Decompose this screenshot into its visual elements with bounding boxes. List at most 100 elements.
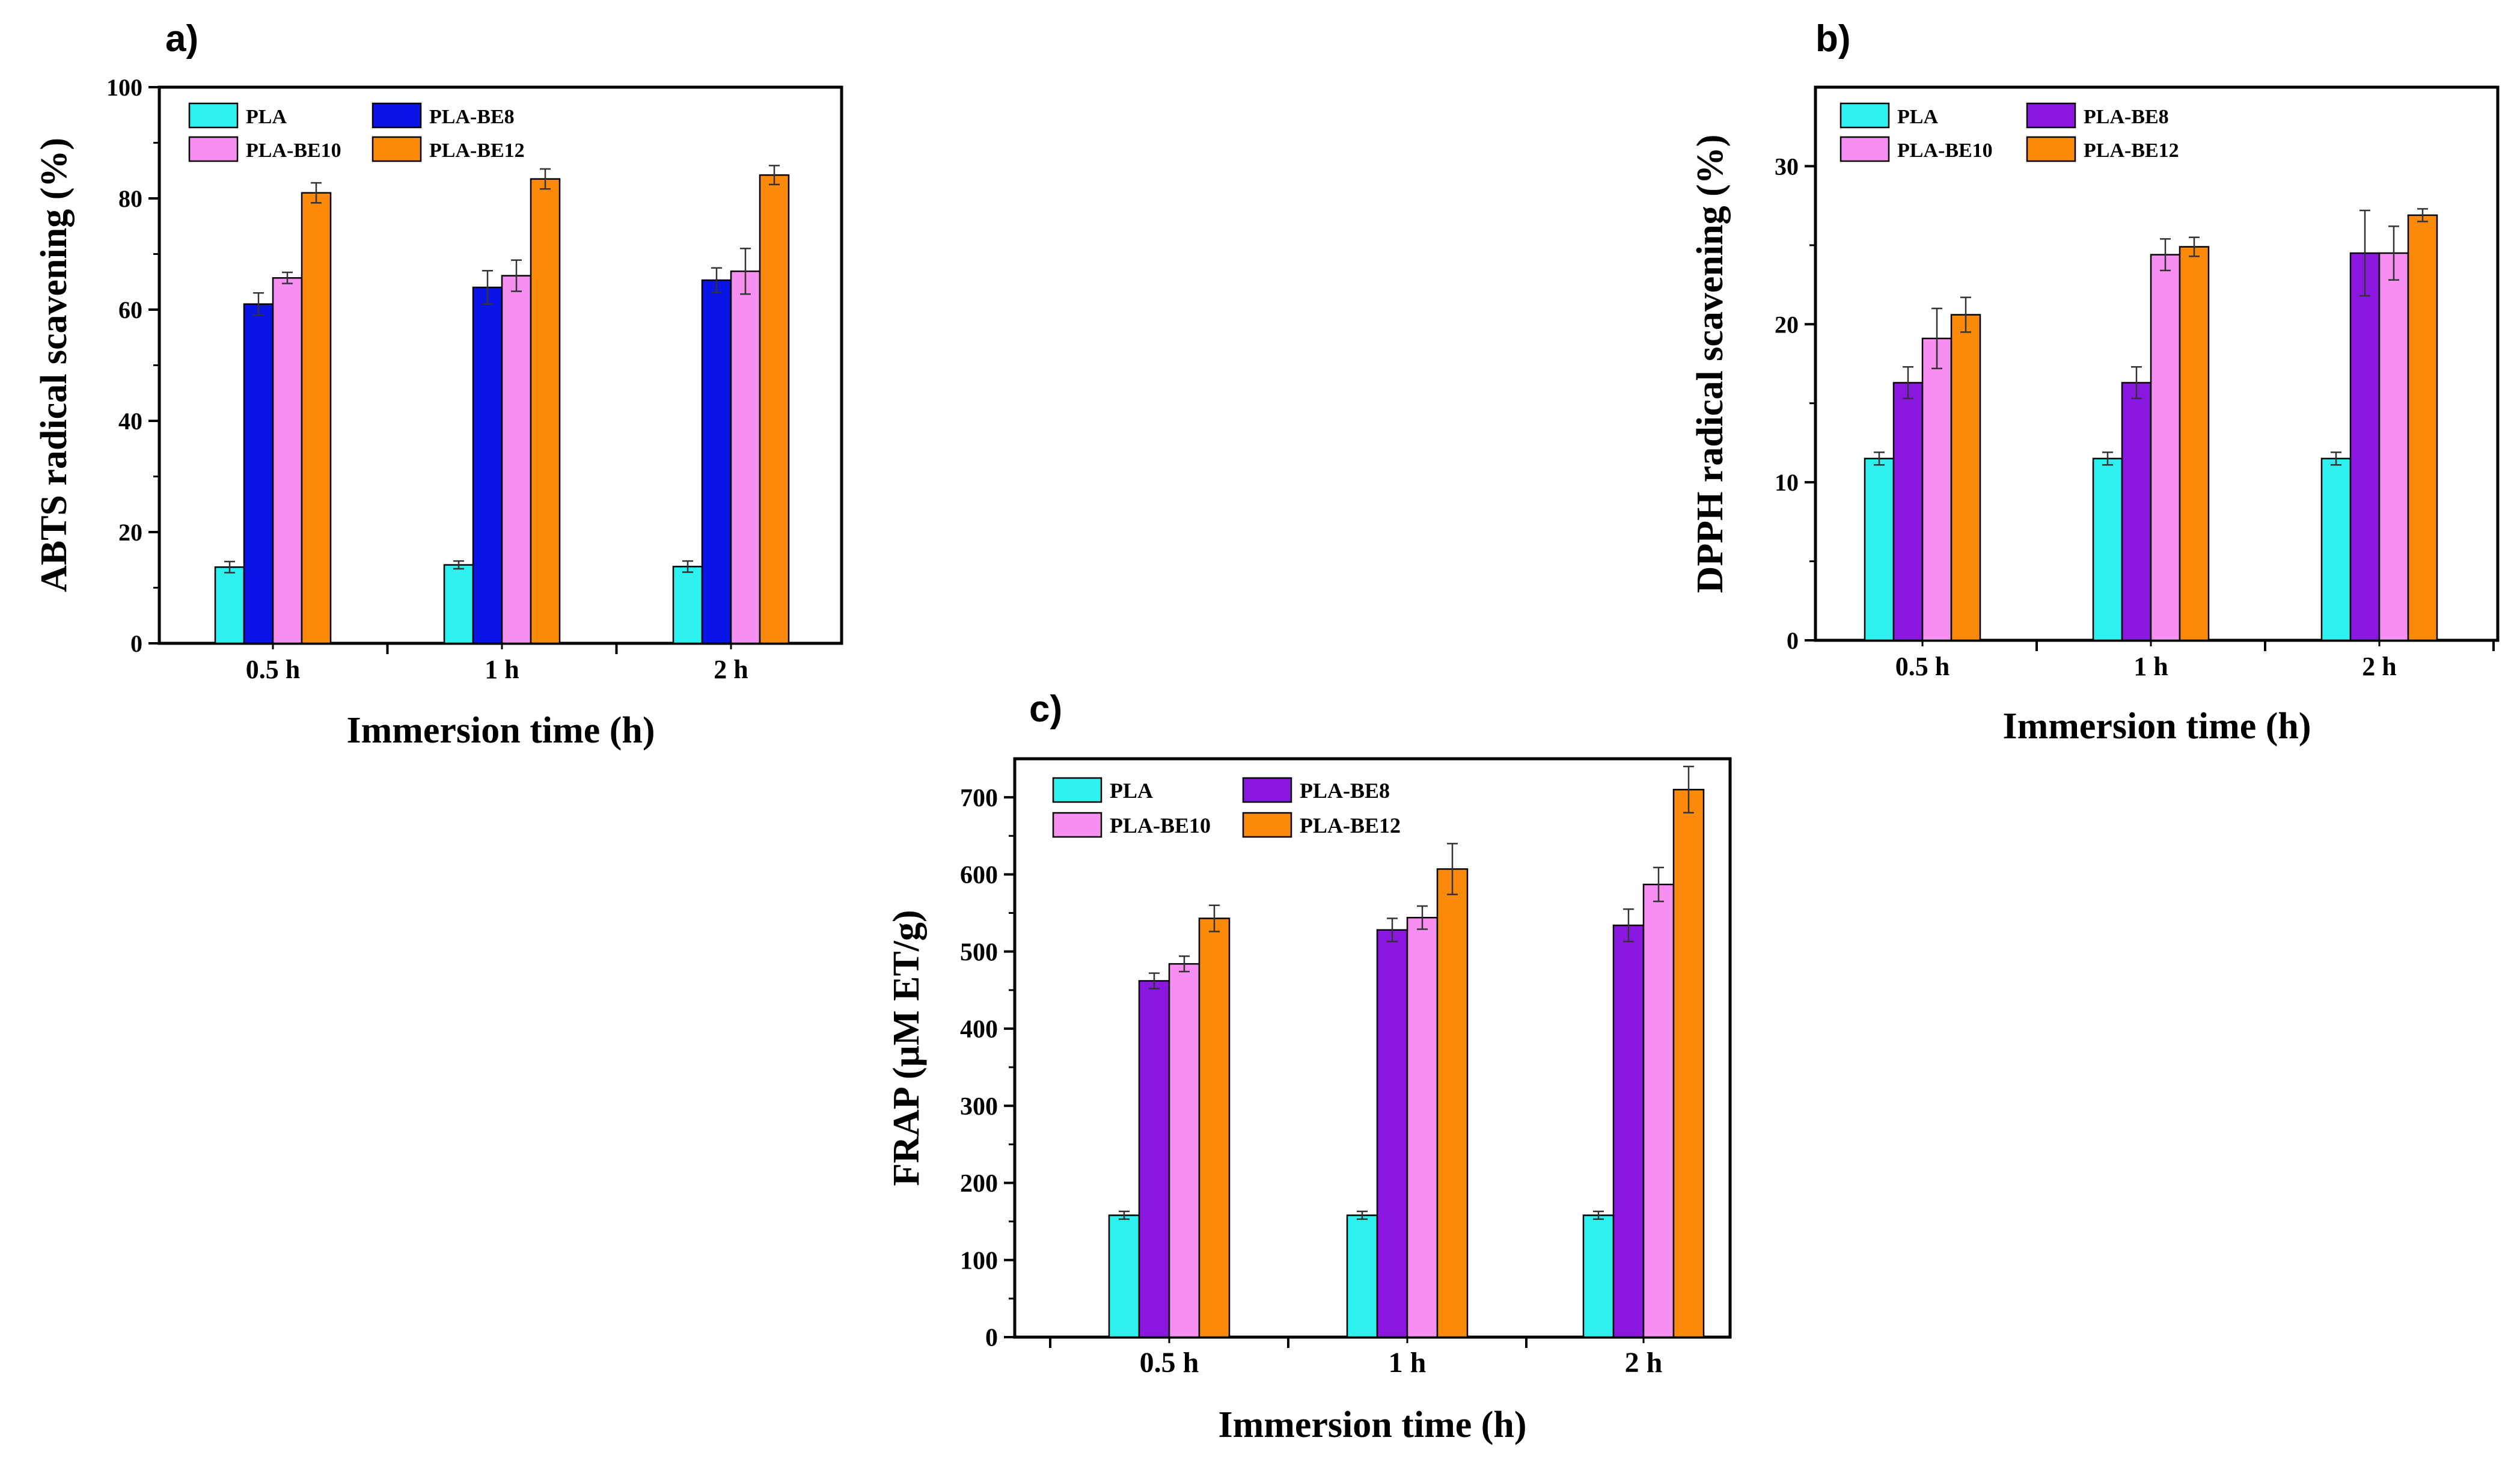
- legend-label: PLA-BE8: [429, 106, 515, 128]
- legend-item: PLA-BE12: [2026, 136, 2179, 162]
- error-bar: [453, 560, 464, 570]
- legend-swatch: [1242, 777, 1292, 803]
- error-bar: [1960, 296, 1971, 333]
- bar-pla-be10: [2150, 254, 2181, 642]
- error-bar: [1931, 307, 1942, 370]
- bar-pla-be10: [272, 277, 303, 645]
- x-ticks-a: 0.5 h 1 h 2 h: [246, 643, 748, 684]
- y-tick-label: 20: [118, 519, 142, 546]
- legend-label: PLA-BE10: [1897, 139, 1993, 162]
- error-bar: [282, 271, 293, 284]
- bar-pla: [214, 566, 245, 645]
- legend-label: PLA-BE12: [1300, 813, 1401, 838]
- error-bar: [1387, 917, 1398, 943]
- y-tick-label: 0: [130, 630, 142, 657]
- error-bar: [482, 270, 493, 305]
- error-bar: [253, 292, 264, 316]
- error-bar: [2102, 451, 2113, 466]
- y-tick-label: 200: [960, 1170, 998, 1198]
- y-axis-label-a: ABTS radical scavening (%): [34, 138, 75, 592]
- legend-swatch: [1840, 102, 1890, 129]
- x-category-label: 1 h: [1389, 1347, 1427, 1379]
- legend-label: PLA: [1897, 106, 1938, 128]
- legend-label: PLA-BE10: [1110, 813, 1211, 838]
- bars-a: [214, 165, 790, 645]
- legend-swatch: [1242, 812, 1292, 838]
- error-bar: [2331, 451, 2341, 466]
- bar-pla-be8: [1892, 382, 1924, 642]
- legend-swatch: [1052, 777, 1102, 803]
- legend-label: PLA-BE10: [246, 139, 341, 162]
- y-axis-label-c: FRAP (µM ET/g): [886, 910, 927, 1186]
- bar-pla-be10: [501, 275, 532, 645]
- bar-pla: [1864, 458, 1895, 642]
- x-category-label: 0.5 h: [1895, 652, 1950, 681]
- legend-label: PLA-BE8: [2084, 106, 2169, 128]
- legend-swatch: [1840, 136, 1890, 162]
- error-bar: [1593, 1210, 1604, 1220]
- error-bar: [1209, 904, 1220, 933]
- legend-label: PLA-BE12: [429, 139, 525, 162]
- legend-swatch: [2026, 102, 2076, 129]
- chart-panel-b: b) 0 10 20 30 0.5 h 1 h 2 h PLA PLA-BE8 PLA-BE1…: [1690, 18, 2500, 747]
- bar-pla: [2092, 458, 2123, 642]
- y-tick-label: 100: [960, 1247, 998, 1275]
- error-bar: [2417, 208, 2428, 222]
- x-category-label: 0.5 h: [246, 655, 300, 684]
- error-bar: [1179, 955, 1190, 973]
- bar-pla-be10: [2378, 252, 2409, 642]
- x-category-label: 1 h: [485, 655, 519, 684]
- x-ticks-c: 0.5 h 1 h 2 h: [1049, 1337, 1663, 1379]
- legend-item: PLA-BE8: [372, 102, 515, 129]
- bar-pla-be12: [1436, 868, 1469, 1338]
- x-category-label: 2 h: [714, 655, 748, 684]
- bar-pla: [1108, 1214, 1140, 1338]
- legend-item: PLA-BE10: [1052, 812, 1211, 838]
- legend-swatch: [372, 102, 422, 129]
- legend-item: PLA-BE12: [1242, 812, 1401, 838]
- error-bar: [2160, 238, 2171, 272]
- y-tick-label: 600: [960, 862, 998, 889]
- y-tick-label: 700: [960, 785, 998, 812]
- bar-pla-be12: [1672, 789, 1705, 1338]
- x-axis-label-a: Immersion time (h): [346, 710, 655, 751]
- legend-b: PLA PLA-BE8 PLA-BE10 PLA-BE12: [1840, 102, 2179, 162]
- legend-swatch: [2026, 136, 2076, 162]
- y-tick-label: 10: [1775, 469, 1799, 496]
- bar-pla-be8: [472, 286, 503, 645]
- x-category-label: 0.5 h: [1140, 1347, 1199, 1379]
- error-bar: [711, 267, 722, 293]
- bars-c: [1108, 765, 1705, 1338]
- error-bar: [1623, 908, 1634, 943]
- x-category-label: 2 h: [1625, 1347, 1663, 1379]
- panel-label-a: a): [165, 18, 198, 60]
- bar-pla-be12: [1198, 917, 1231, 1338]
- panel-label-b: b): [1815, 18, 1851, 60]
- y-ticks-b: 0 10 20 30: [1775, 153, 1815, 654]
- bar-pla-be10: [1921, 337, 1953, 642]
- panel-label-c: c): [1029, 688, 1062, 730]
- bar-pla-be12: [759, 174, 790, 645]
- error-bar: [1149, 972, 1160, 990]
- bar-pla-be10: [730, 270, 761, 645]
- y-axis-label-b: DPPH radical scavening (%): [1690, 135, 1731, 593]
- legend-item: PLA-BE12: [372, 136, 525, 162]
- bar-pla: [1346, 1214, 1378, 1338]
- legend-swatch: [372, 136, 422, 162]
- bar-pla-be10: [1168, 963, 1200, 1338]
- error-bar: [2388, 225, 2399, 281]
- error-bar: [740, 248, 751, 295]
- legend-item: PLA-BE10: [1840, 136, 1993, 162]
- y-tick-label: 80: [118, 185, 142, 212]
- error-bar: [1653, 866, 1664, 902]
- y-tick-label: 400: [960, 1016, 998, 1044]
- bar-pla-be8: [2349, 252, 2381, 642]
- x-category-label: 2 h: [2362, 652, 2396, 681]
- bar-pla-be12: [2407, 214, 2438, 642]
- error-bar: [1417, 905, 1428, 930]
- legend-swatch: [1052, 812, 1102, 838]
- bar-pla-be8: [1612, 924, 1645, 1338]
- error-bar: [511, 259, 522, 292]
